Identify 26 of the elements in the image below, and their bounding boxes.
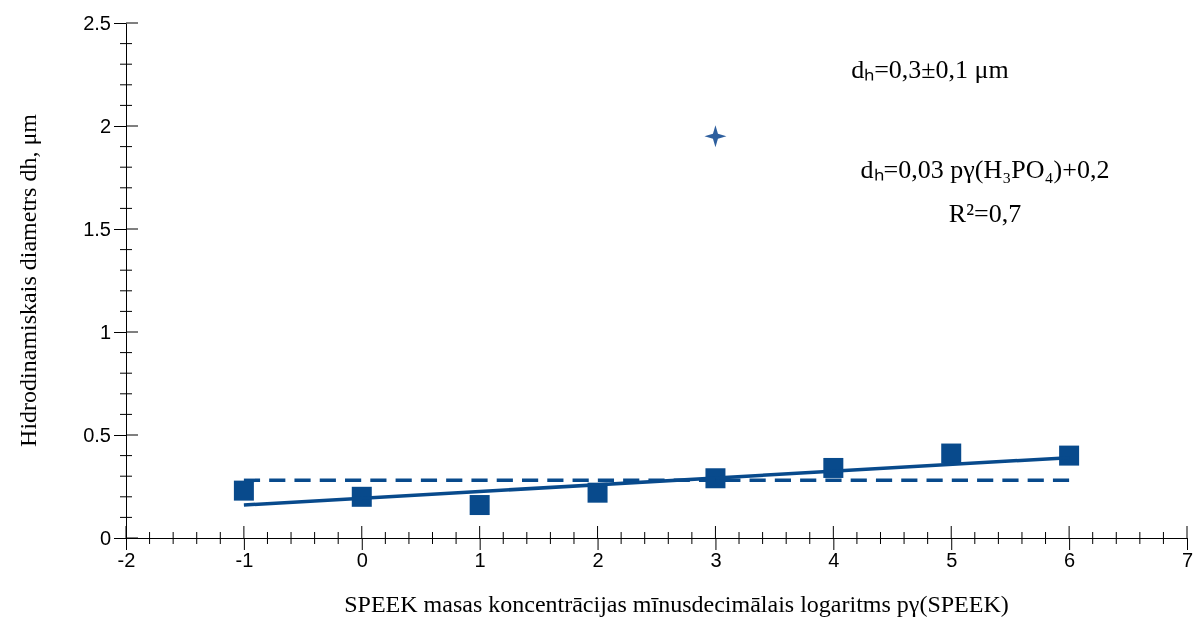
x-tick-label: 1 <box>474 549 486 572</box>
annotation: dₕ=0,03 pγ(H₃PO₄)+0,2 <box>860 155 1110 184</box>
annotation: dₕ=0,3±0,1 μm <box>851 55 1009 84</box>
y-tick-label: 0 <box>99 526 111 549</box>
x-tick-label: 6 <box>1064 549 1076 572</box>
x-tick-label: 5 <box>946 549 958 572</box>
x-tick-label: 7 <box>1181 549 1194 572</box>
x-axis-title: SPEEK masas koncentrācijas mīnusdecimālais logaritms pγ(SPEEK) <box>344 591 1009 617</box>
y-tick-label: 1.5 <box>83 217 111 240</box>
x-tick-label: -1 <box>235 549 254 572</box>
x-tick-label: 2 <box>592 549 604 572</box>
x-tick-label: 0 <box>356 549 368 572</box>
x-tick-label: 3 <box>710 549 722 572</box>
annotation: R²=0,7 <box>948 199 1022 228</box>
y-tick-label: 1 <box>99 320 111 343</box>
x-tick-label: 4 <box>828 549 840 572</box>
point <box>941 443 962 464</box>
point <box>1059 445 1080 466</box>
x-tick-label: -2 <box>117 549 136 572</box>
point <box>704 125 727 148</box>
y-axis-title: Hidrodinamiskais diametrs dh, μm <box>15 113 41 447</box>
point <box>233 480 254 501</box>
y-tick-label: 2.5 <box>83 11 111 34</box>
y-tick-label: 2 <box>99 114 111 137</box>
point <box>469 495 490 516</box>
y-tick-label: 0.5 <box>83 423 111 446</box>
